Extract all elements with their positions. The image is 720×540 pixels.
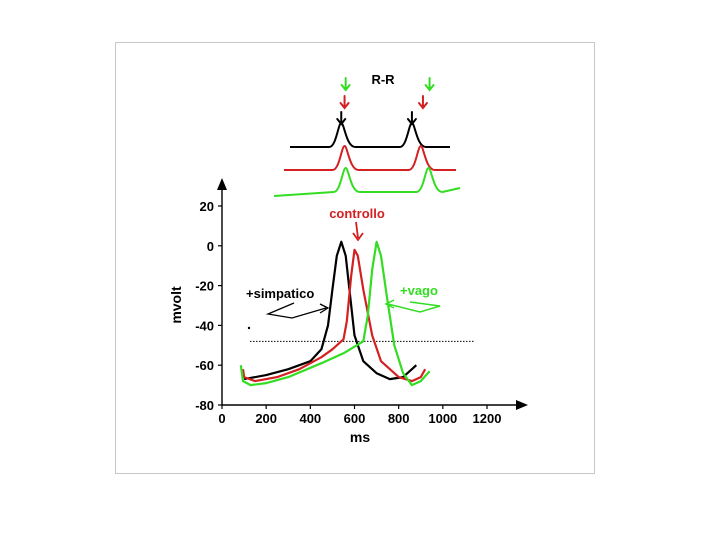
series-line-0 <box>243 240 418 381</box>
control-label: controllo <box>329 206 385 221</box>
rr-label: R-R <box>371 72 395 87</box>
vagal-label: +vago <box>400 283 438 298</box>
ticks: 200-20-40-60-800 200 400 600 800 1000 1200 <box>195 199 501 426</box>
control-pointer <box>352 221 364 242</box>
figure-frame <box>115 42 595 474</box>
stray-dot <box>247 326 251 330</box>
axes <box>217 178 528 410</box>
y-axis-title: mvolt <box>168 286 184 324</box>
arrow-black-right <box>406 111 417 126</box>
y-tick-label-4: -60 <box>195 358 214 373</box>
x-tick-label-3: 600 <box>344 411 366 426</box>
y-tick-label-3: -40 <box>195 318 214 333</box>
y-tick-label-1: 0 <box>207 239 214 254</box>
sympathetic-label: +simpatico <box>246 286 314 301</box>
x-tick-label-4: 800 <box>388 411 410 426</box>
rr-arrows <box>336 77 435 126</box>
x-tick-label-0: 0 <box>218 411 225 426</box>
series-line-1 <box>241 248 427 383</box>
x-axis-title: ms <box>350 429 370 445</box>
x-tick-label-6: 1200 <box>473 411 502 426</box>
ecg-traces <box>273 121 461 197</box>
x-tick-label-1: 200 <box>255 411 277 426</box>
sympathetic-pointer <box>265 302 330 319</box>
vagal-pointer <box>384 299 441 313</box>
arrow-green-right <box>424 77 435 92</box>
ecg-red <box>284 144 456 171</box>
arrow-red-right <box>417 95 428 110</box>
arrow-black-left <box>336 111 347 126</box>
annotations <box>265 221 441 319</box>
arrow-red-left <box>339 95 350 110</box>
y-tick-label-5: -80 <box>195 398 214 413</box>
ecg-black <box>290 121 450 148</box>
series-line-2 <box>239 240 431 387</box>
x-tick-label-5: 1000 <box>428 411 457 426</box>
y-tick-label-0: 20 <box>200 199 214 214</box>
x-tick-label-2: 400 <box>299 411 321 426</box>
arrow-green-left <box>340 77 351 92</box>
y-axis-arrowhead <box>217 178 227 190</box>
series-lines <box>239 240 431 387</box>
y-tick-label-2: -20 <box>195 279 214 294</box>
ecg-green <box>273 166 461 197</box>
x-axis-arrowhead <box>516 400 528 410</box>
